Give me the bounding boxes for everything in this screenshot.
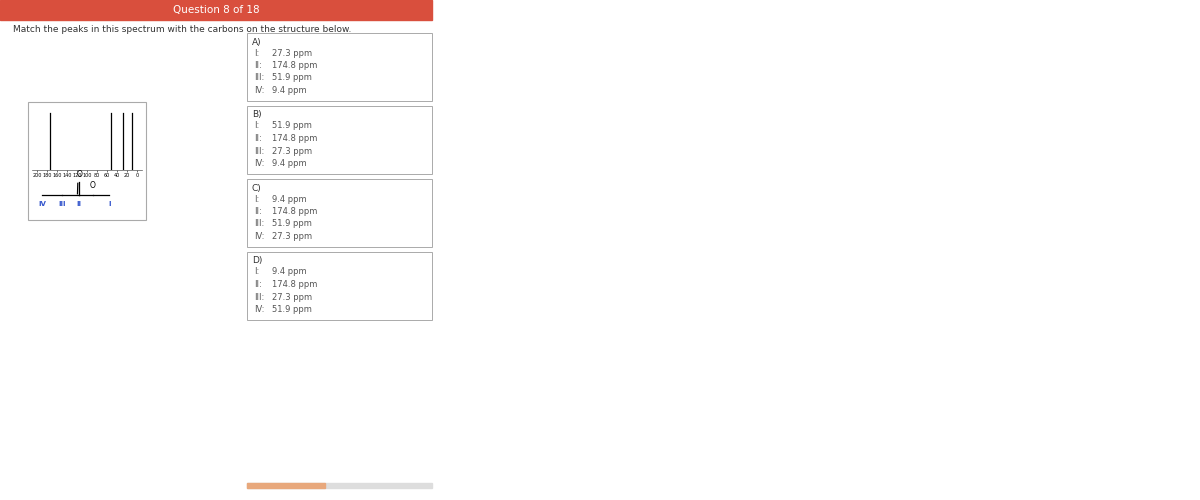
- Text: O: O: [90, 182, 96, 190]
- Bar: [247, 33, 432, 101]
- Text: 27.3 ppm: 27.3 ppm: [272, 146, 312, 156]
- Bar: [247, 106, 432, 174]
- Text: 174.8 ppm: 174.8 ppm: [272, 280, 317, 289]
- Text: III:: III:: [254, 220, 264, 228]
- Text: 51.9 ppm: 51.9 ppm: [272, 305, 312, 314]
- Text: III:: III:: [254, 74, 264, 82]
- Text: II: II: [77, 201, 82, 207]
- Text: 27.3 ppm: 27.3 ppm: [272, 292, 312, 302]
- Text: 27.3 ppm: 27.3 ppm: [272, 232, 312, 241]
- Bar: [247, 483, 432, 488]
- Text: D): D): [252, 256, 263, 266]
- Text: II:: II:: [254, 61, 262, 70]
- Bar: [247, 483, 325, 488]
- Text: II:: II:: [254, 207, 262, 216]
- Text: Question 8 of 18: Question 8 of 18: [173, 5, 259, 15]
- Text: I:: I:: [254, 122, 259, 130]
- Text: III: III: [59, 201, 66, 207]
- Text: 27.3 ppm: 27.3 ppm: [272, 48, 312, 58]
- Text: I:: I:: [254, 268, 259, 276]
- Bar: [247, 179, 432, 247]
- Text: IV:: IV:: [254, 86, 264, 95]
- Text: I:: I:: [254, 48, 259, 58]
- Text: IV:: IV:: [254, 159, 264, 168]
- Text: 9.4 ppm: 9.4 ppm: [272, 268, 307, 276]
- Text: III:: III:: [254, 146, 264, 156]
- Text: 9.4 ppm: 9.4 ppm: [272, 194, 307, 203]
- Text: A): A): [252, 38, 262, 46]
- Text: 9.4 ppm: 9.4 ppm: [272, 86, 307, 95]
- Text: IV:: IV:: [254, 305, 264, 314]
- Text: 174.8 ppm: 174.8 ppm: [272, 134, 317, 143]
- Text: III:: III:: [254, 292, 264, 302]
- Text: 51.9 ppm: 51.9 ppm: [272, 74, 312, 82]
- Text: Match the peaks in this spectrum with the carbons on the structure below.: Match the peaks in this spectrum with th…: [13, 26, 352, 35]
- Text: 51.9 ppm: 51.9 ppm: [272, 122, 312, 130]
- Text: 51.9 ppm: 51.9 ppm: [272, 220, 312, 228]
- Text: II:: II:: [254, 280, 262, 289]
- Bar: [28, 102, 146, 220]
- Text: II:: II:: [254, 134, 262, 143]
- Text: I:: I:: [254, 194, 259, 203]
- Text: I: I: [108, 201, 110, 207]
- Text: B): B): [252, 110, 262, 120]
- Text: C): C): [252, 184, 262, 192]
- Text: IV: IV: [38, 201, 46, 207]
- Text: O: O: [77, 170, 82, 179]
- Text: 174.8 ppm: 174.8 ppm: [272, 61, 317, 70]
- Text: 9.4 ppm: 9.4 ppm: [272, 159, 307, 168]
- Bar: [0, 0, 432, 20]
- Text: IV:: IV:: [254, 232, 264, 241]
- Bar: [247, 252, 432, 320]
- Text: 174.8 ppm: 174.8 ppm: [272, 207, 317, 216]
